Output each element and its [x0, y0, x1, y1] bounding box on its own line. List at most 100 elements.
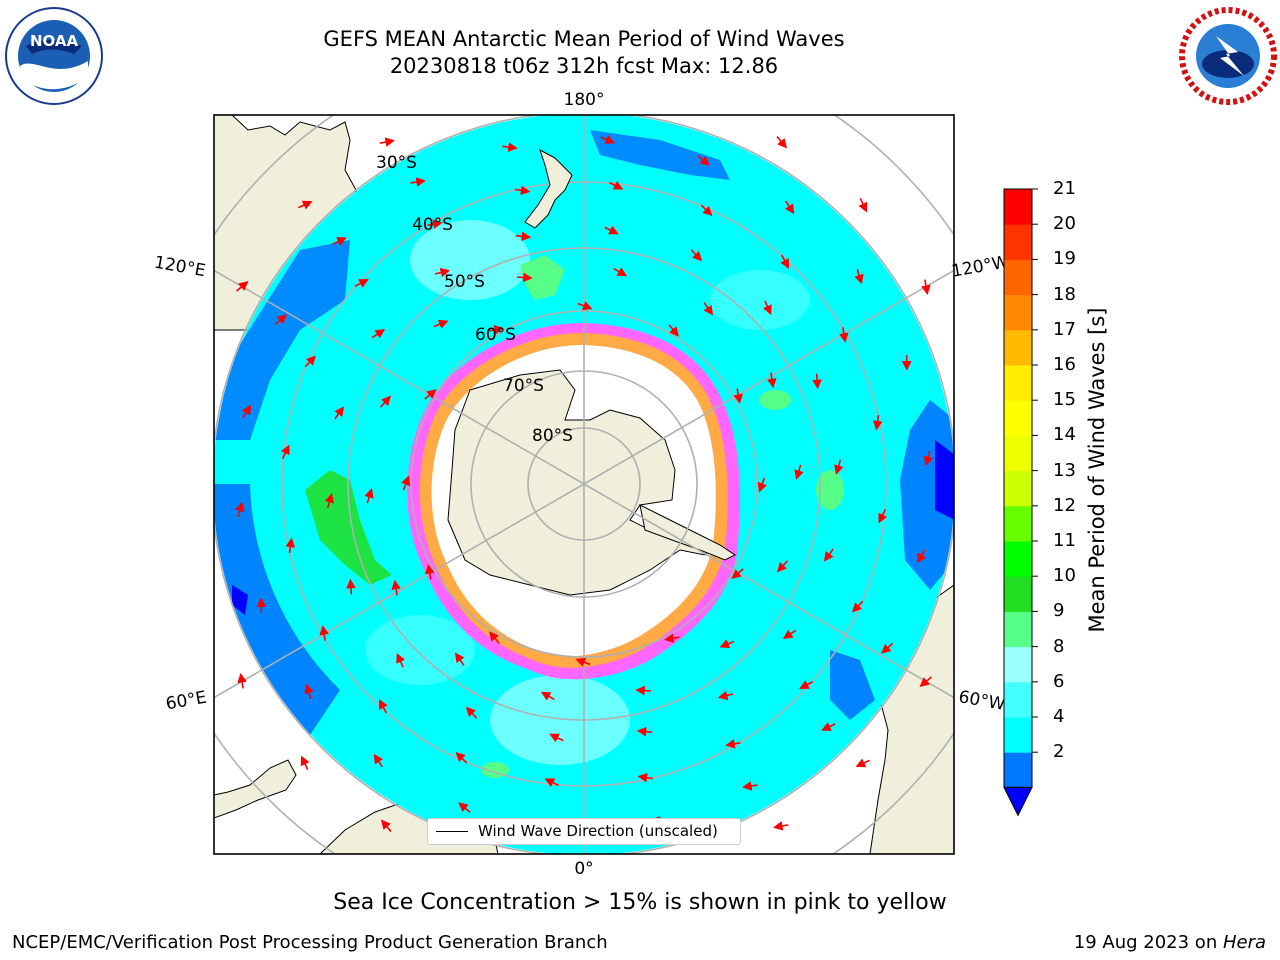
colorbar-swatch [1004, 294, 1032, 331]
colorbar-tick-label: 21 [1053, 178, 1076, 199]
wind-wave-arrow [878, 509, 888, 524]
colorbar-swatch [1004, 541, 1032, 577]
colorbar-under-triangle [1003, 786, 1033, 817]
wind-wave-arrow [785, 200, 795, 215]
legend-line-sample [436, 831, 468, 832]
wind-wave-arrow [280, 444, 290, 459]
wind-wave-arrow [324, 493, 334, 509]
wind-wave-arrow [767, 372, 777, 389]
wind-wave-arrow [604, 225, 619, 235]
wind-wave-arrow [514, 185, 531, 196]
lon-label-120w: 120°W [950, 252, 1011, 282]
wind-wave-arrow [773, 821, 789, 831]
wind-wave-arrow [274, 314, 287, 326]
wind-wave-arrow [237, 673, 247, 689]
light-period-patch-3 [710, 270, 810, 330]
wind-wave-arrow [717, 690, 734, 701]
wind-wave-arrow [434, 267, 451, 278]
wind-wave-arrow [858, 198, 868, 213]
wind-wave-arrow [304, 355, 317, 368]
wind-wave-arrow [839, 327, 849, 343]
nws-logo-icon [1179, 7, 1277, 105]
wind-wave-arrow [379, 137, 395, 147]
lat-label-70s: 70°S [503, 376, 544, 396]
wind-wave-arrow [733, 388, 743, 404]
wind-wave-arrow [762, 300, 772, 316]
wind-wave-arrow [304, 683, 314, 699]
colorbar [1003, 188, 1038, 817]
colorbar-swatch [1004, 470, 1032, 507]
wind-wave-arrow [916, 549, 927, 564]
colorbar-tick-label: 9 [1053, 600, 1065, 622]
wind-wave-arrow [540, 691, 555, 701]
wind-wave-arrow [776, 560, 789, 573]
lon-label-60e: 60°E [164, 688, 208, 715]
wind-wave-arrow [488, 325, 504, 335]
wind-wave-arrow [697, 155, 710, 166]
colorbar-tick-label: 13 [1053, 459, 1076, 481]
long-period-patch-ne [759, 390, 791, 410]
wind-wave-arrow [609, 180, 624, 190]
lat-label-30s: 30°S [376, 153, 417, 173]
short-period-zone-north [590, 130, 730, 180]
wind-wave-arrow [854, 269, 864, 285]
graticule [214, 115, 954, 854]
colorbar-swatch [1004, 505, 1032, 542]
wind-wave-arrow [812, 373, 822, 390]
wind-wave-arrow [664, 633, 680, 643]
lon-label-180: 180° [564, 90, 605, 110]
lon-label-60w: 60°W [957, 687, 1007, 715]
colorbar-border [1003, 188, 1033, 788]
lon-label-0: 0° [574, 859, 593, 879]
wind-wave-arrow [780, 254, 790, 269]
africa-landmass [214, 759, 297, 819]
wind-wave-arrow [401, 475, 411, 491]
colorbar-swatch [1004, 611, 1032, 648]
new-zealand-landmass [524, 148, 573, 229]
wind-wave-arrow [921, 279, 931, 295]
wind-wave-arrow [923, 450, 933, 467]
lat-label-60s: 60°S [475, 325, 516, 345]
colorbar-tick-label: 14 [1053, 424, 1076, 446]
colorbar-swatch [1004, 717, 1032, 753]
colorbar-swatch [1004, 576, 1032, 612]
short-period-zone-west [214, 484, 340, 735]
wind-wave-arrow [458, 802, 471, 813]
wind-wave-arrow [354, 278, 369, 288]
light-period-patch-4 [365, 615, 475, 685]
colorbar-swatch [1004, 259, 1032, 296]
lat-label-80s: 80°S [532, 426, 573, 446]
chart-subtitle: 20230818 t06z 312h fcst Max: 12.86 [389, 54, 779, 78]
wind-wave-arrow [454, 652, 465, 666]
wind-wave-arrow [613, 267, 628, 277]
wind-wave-arrow [298, 200, 313, 210]
wind-wave-arrow [380, 819, 392, 832]
wind-wave-arrow [577, 301, 593, 311]
wind-wave-arrow [332, 237, 347, 246]
wind-wave-arrow [236, 280, 249, 292]
date-stamp: 19 Aug 2023 on Hera [1073, 932, 1266, 953]
min-period-zone-west [232, 585, 248, 615]
wind-wave-arrow [241, 404, 252, 419]
wind-wave-arrow [455, 751, 468, 764]
svg-text:NOAA: NOAA [30, 32, 79, 50]
wind-wave-arrow [319, 625, 329, 641]
wind-wave-arrow [396, 652, 406, 668]
colorbar-swatch [1004, 189, 1032, 225]
wind-wave-arrow [700, 204, 713, 217]
wind-wave-arrow [637, 772, 654, 783]
wind-wave-arrow [794, 464, 804, 480]
wind-wave-arrow [379, 395, 392, 408]
wind-wave-arrow [636, 726, 653, 737]
wind-wave-arrow [378, 699, 388, 714]
wind-wave-arrow [465, 706, 478, 719]
wind-wave-arrow [346, 578, 356, 595]
wind-wave-arrow [668, 324, 679, 337]
wind-wave-arrow [776, 136, 788, 149]
noaa-logo-icon: NOAA [5, 7, 103, 105]
wind-wave-arrow [425, 564, 435, 580]
colorbar-tick-label: 17 [1053, 318, 1076, 340]
map-frame [213, 114, 955, 855]
wind-wave-arrow [731, 568, 744, 579]
